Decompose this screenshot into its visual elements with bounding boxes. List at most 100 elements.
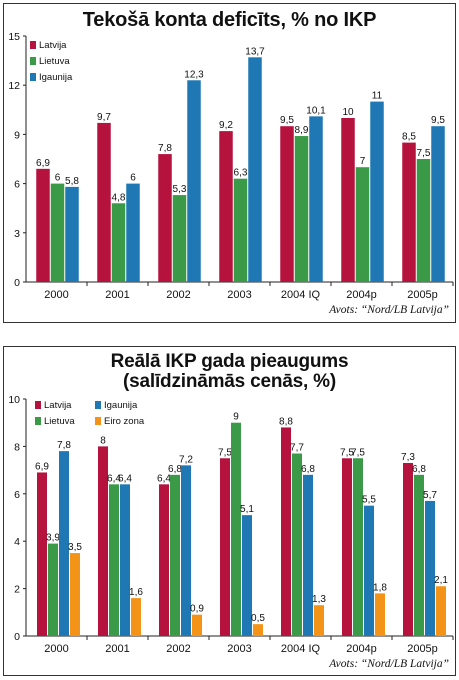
- bar: [303, 474, 313, 636]
- data-label: 6,8: [412, 464, 426, 475]
- bar: [248, 57, 262, 282]
- chart-source: Avots: “Nord/LB Latvija”: [329, 658, 449, 670]
- data-label: 7,8: [57, 440, 71, 451]
- x-tick-label: 2003: [227, 643, 251, 655]
- bar: [220, 458, 230, 636]
- bar: [219, 131, 233, 282]
- x-tick-label: 2001: [105, 643, 129, 655]
- legend-label: Lietuva: [44, 416, 75, 427]
- legend-swatch: [30, 41, 36, 49]
- data-label: 7,2: [179, 454, 193, 465]
- bar: [416, 159, 431, 282]
- data-label: 5,8: [65, 176, 79, 187]
- data-label: 7,5: [417, 148, 431, 159]
- data-label: 12,3: [184, 69, 204, 80]
- y-tick-label: 15: [8, 31, 20, 43]
- data-label: 7,8: [158, 143, 172, 154]
- chart-title-line1: Reālā IKP gada pieaugums: [110, 351, 349, 372]
- y-tick-label: 3: [14, 228, 20, 240]
- data-label: 6,8: [168, 464, 182, 475]
- data-label: 1,6: [129, 587, 143, 598]
- bar: [402, 142, 416, 282]
- bar: [109, 484, 119, 636]
- bar-chart-gdp-growth: 024681020006,93,97,83,5200186,46,41,6200…: [8, 394, 454, 655]
- x-tick-label: 2001: [105, 289, 129, 301]
- bar: [192, 614, 202, 636]
- data-label: 7,3: [401, 452, 415, 463]
- x-tick-label: 2004 IQ: [281, 643, 321, 655]
- data-label: 6,8: [301, 464, 315, 475]
- chart-panel-current-account: Tekošā konta deficīts, % no IKP 0 3 6 9 12 15…: [3, 3, 456, 323]
- data-label: 7,5: [340, 447, 354, 458]
- data-label: 6,3: [234, 168, 248, 179]
- data-label: 6: [130, 173, 136, 184]
- bar: [355, 167, 370, 282]
- bar: [294, 136, 309, 282]
- bar: [111, 203, 126, 282]
- data-label: 10,1: [306, 105, 326, 116]
- data-label: 13,7: [245, 46, 265, 57]
- bar: [97, 122, 111, 282]
- bar: [233, 178, 248, 282]
- y-tick-label: 6: [14, 489, 20, 501]
- data-label: 6,4: [118, 473, 132, 484]
- bar: [364, 505, 374, 636]
- data-label: 6: [55, 173, 61, 184]
- y-tick-label: 2: [14, 584, 20, 596]
- legend-label: Lietuva: [39, 56, 70, 67]
- y-tick-label: 0: [14, 631, 20, 643]
- bar: [342, 458, 352, 636]
- y-tick-label: 6: [14, 179, 20, 191]
- data-label: 1,8: [373, 582, 387, 593]
- chart-title: Tekošā konta deficīts, % no IKP: [82, 9, 377, 31]
- data-label: 8,8: [279, 416, 293, 427]
- data-label: 3,9: [46, 533, 60, 544]
- x-tick-label: 2004p: [346, 643, 377, 655]
- bar: [187, 80, 201, 282]
- bar: [158, 154, 172, 282]
- data-label: 4,8: [112, 192, 126, 203]
- bar: [431, 126, 445, 282]
- bar: [59, 451, 69, 636]
- x-tick-label: 2002: [166, 289, 190, 301]
- legend-label: Igaunija: [39, 72, 73, 83]
- bar: [370, 101, 384, 282]
- data-label: 5,1: [240, 504, 254, 515]
- legend-label: Latvija: [44, 400, 72, 411]
- y-tick-label: 8: [14, 441, 20, 453]
- data-label: 9,5: [280, 115, 294, 126]
- data-label: 2,1: [434, 575, 448, 586]
- legend-swatch: [35, 417, 41, 425]
- legend-swatch: [30, 57, 36, 65]
- data-label: 6,4: [157, 473, 171, 484]
- data-label: 7: [360, 156, 366, 167]
- bar: [36, 168, 50, 282]
- bar: [403, 462, 413, 636]
- x-tick-label: 2003: [227, 289, 251, 301]
- bar: [242, 515, 252, 636]
- data-label: 7,5: [218, 447, 232, 458]
- data-label: 10: [342, 107, 354, 118]
- y-tick-label: 10: [8, 394, 20, 406]
- data-label: 9,2: [219, 120, 233, 131]
- data-label: 9,5: [431, 115, 445, 126]
- data-label: 0,9: [190, 604, 204, 615]
- legend-label: Latvija: [39, 40, 67, 51]
- data-label: 6,9: [36, 158, 50, 169]
- x-tick-label: 2004p: [346, 289, 377, 301]
- legend-label: Eiro zona: [104, 416, 145, 427]
- legend-swatch: [35, 401, 41, 409]
- bar: [436, 586, 446, 636]
- bar: [131, 598, 141, 636]
- bar-chart-current-account: 0 3 6 9 12 15 2000 6,9 6 5,8 2001 9,7 4,8 6 2002 7,8 5,3…: [8, 31, 454, 301]
- legend-label: Igaunija: [104, 400, 138, 411]
- data-label: 6,9: [35, 461, 49, 472]
- data-label: 5,5: [362, 495, 376, 506]
- legend-swatch: [30, 73, 36, 81]
- data-label: 1,3: [312, 594, 326, 605]
- bar: [65, 186, 79, 282]
- bar: [48, 543, 58, 636]
- bar: [353, 458, 363, 636]
- bar: [309, 116, 323, 282]
- legend-swatch: [95, 401, 101, 409]
